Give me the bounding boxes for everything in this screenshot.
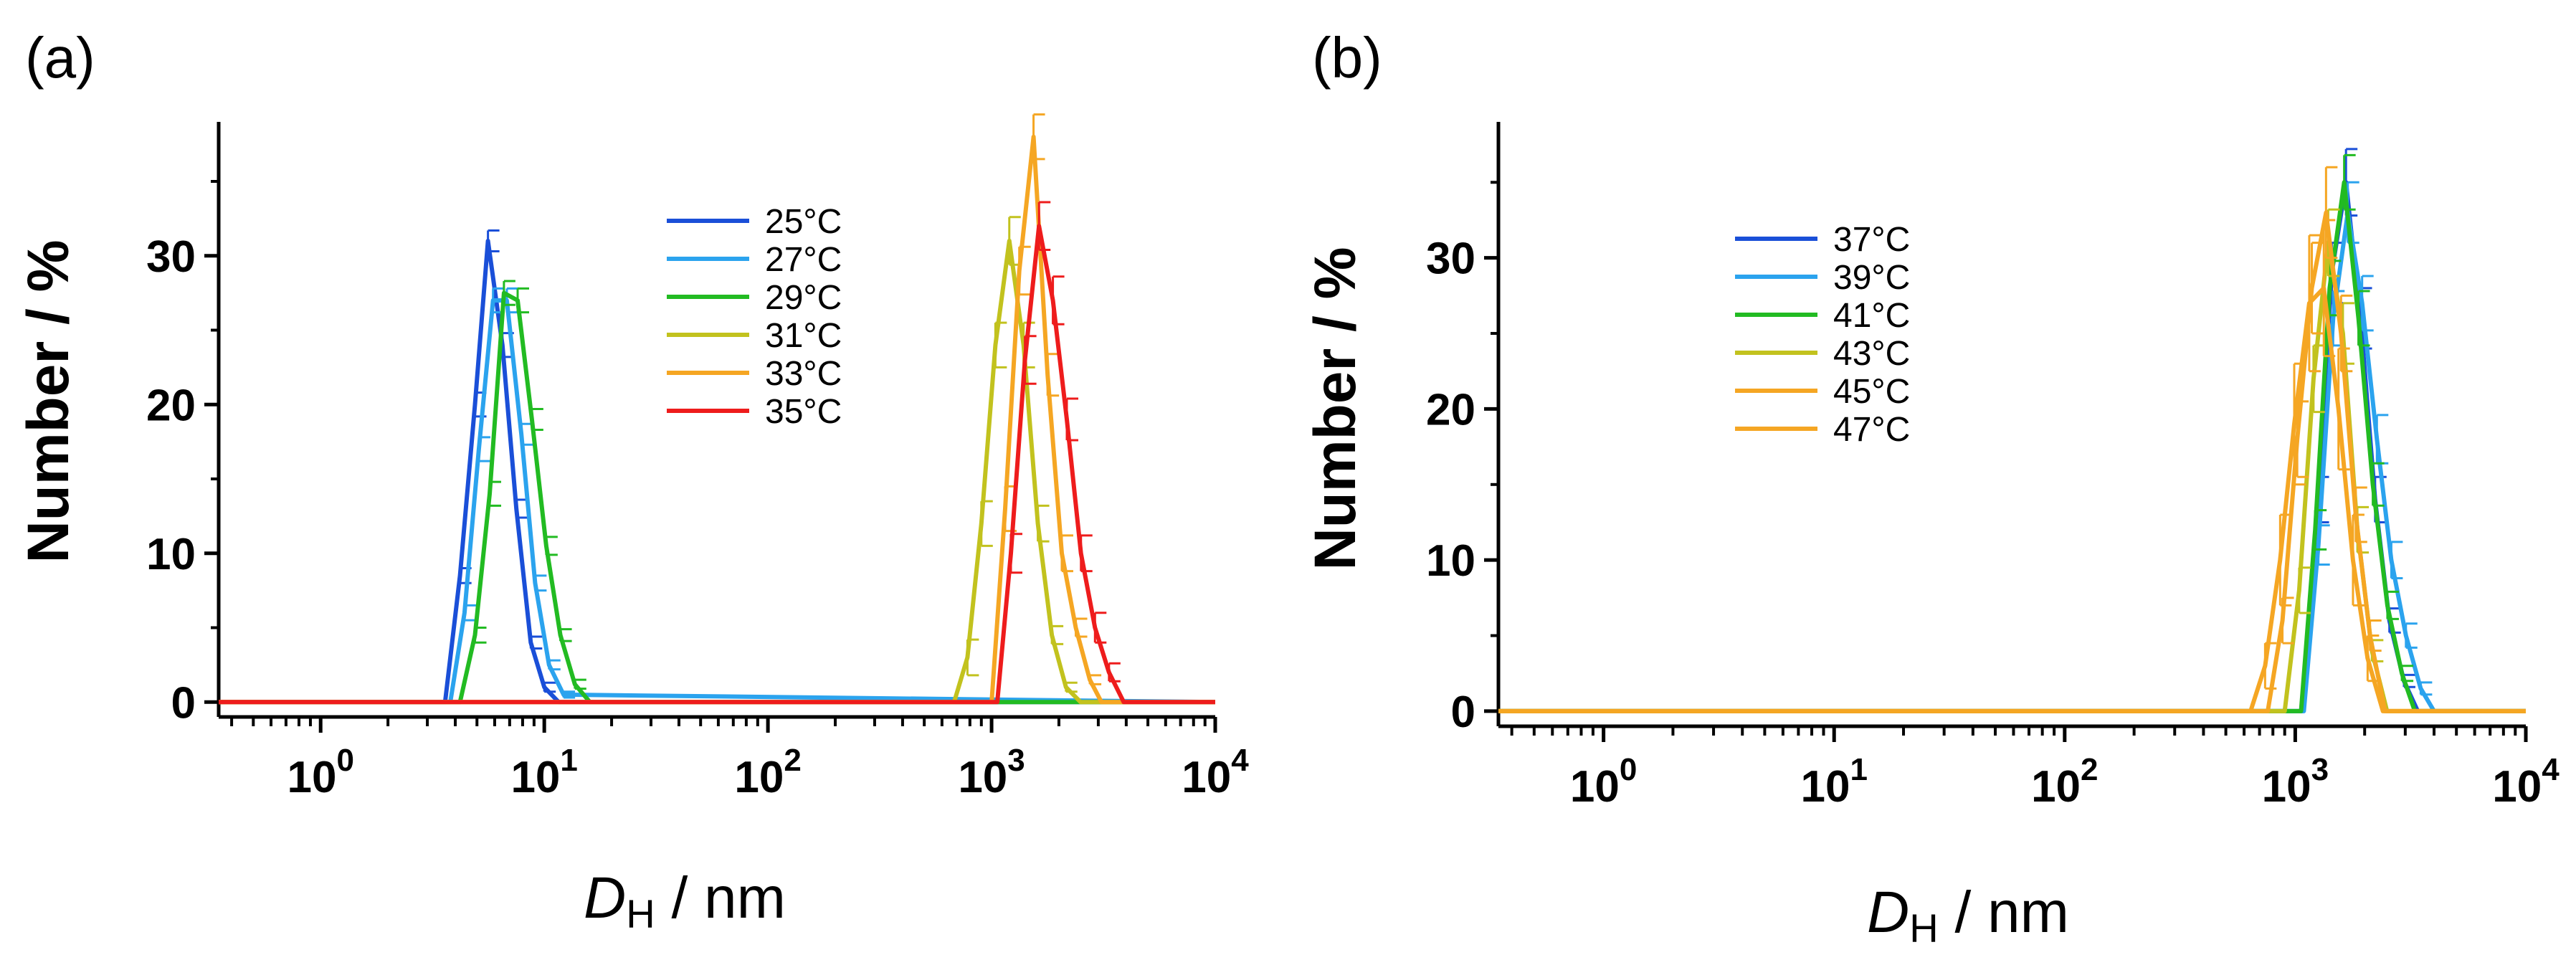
x-tick-label-exponent: 0 <box>1620 752 1637 787</box>
x-axis-label-subscript-b: H <box>1909 905 1938 951</box>
y-tick-label-b-0: 0 <box>1451 688 1475 737</box>
x-tick-label-base: 10 <box>510 753 560 802</box>
x-axis-label-b: DH / nm <box>1867 880 2069 951</box>
x-tick-label-a: 103 <box>958 743 1025 802</box>
x-tick-label-b: 103 <box>2262 752 2329 812</box>
x-tick-label-exponent: 1 <box>1850 752 1867 787</box>
x-axis-label-a: DH / nm <box>584 865 786 936</box>
x-tick-label-exponent: 0 <box>336 743 353 778</box>
x-tick-label-base: 10 <box>287 753 336 802</box>
legend-label-a-1: 27°C <box>765 241 842 279</box>
x-tick-label-exponent: 4 <box>2542 752 2560 787</box>
x-tick-label-base: 10 <box>2262 762 2311 812</box>
panel-label-b: (b) <box>1312 26 1382 90</box>
legend-label-a-2: 29°C <box>765 279 842 317</box>
x-tick-label-exponent: 4 <box>1231 743 1249 778</box>
legend-label-b-0: 37°C <box>1833 221 1910 259</box>
x-axis-label-unit-b: / nm <box>1939 880 2069 945</box>
legend-label-b-4: 45°C <box>1833 373 1910 411</box>
x-tick-label-b: 102 <box>2031 752 2098 812</box>
series-line-b-1 <box>1498 210 2526 713</box>
x-tick-label-b: 101 <box>1800 752 1867 812</box>
x-tick-label-base: 10 <box>2031 762 2081 812</box>
x-axis-label-unit-a: / nm <box>655 865 786 931</box>
y-tick-label-b-20: 20 <box>1426 385 1475 434</box>
y-tick-label-b-10: 10 <box>1426 536 1475 586</box>
x-axis-label-subscript-a: H <box>626 891 655 936</box>
series-line-a-5 <box>219 224 1215 705</box>
x-tick-label-base: 10 <box>1800 762 1850 812</box>
y-axis-label-b: Number / % <box>1303 247 1368 570</box>
x-tick-label-base: 10 <box>1182 753 1231 802</box>
legend-label-b-5: 47°C <box>1833 411 1910 449</box>
series-line-b-4 <box>1498 285 2526 713</box>
y-tick-label-a-0: 0 <box>171 678 196 728</box>
x-tick-label-a: 101 <box>510 743 577 802</box>
x-tick-label-exponent: 3 <box>1007 743 1025 778</box>
y-tick-label-b-30: 30 <box>1426 234 1475 284</box>
legend-label-a-3: 31°C <box>765 317 842 355</box>
legend-label-a-5: 35°C <box>765 393 842 431</box>
y-tick-label-a-30: 30 <box>146 232 196 282</box>
legend-label-b-3: 43°C <box>1833 335 1910 373</box>
x-tick-label-a: 100 <box>287 743 353 802</box>
x-tick-label-base: 10 <box>1570 762 1620 812</box>
legend-label-a-4: 33°C <box>765 355 842 393</box>
x-tick-label-exponent: 2 <box>784 743 801 778</box>
x-axis-label-symbol-a: D <box>584 865 626 931</box>
y-tick-label-a-10: 10 <box>146 530 196 579</box>
y-axis-label-a: Number / % <box>16 239 81 563</box>
x-tick-label-exponent: 2 <box>2081 752 2098 787</box>
x-tick-label-base: 10 <box>958 753 1007 802</box>
x-tick-label-a: 102 <box>734 743 801 802</box>
x-tick-label-base: 10 <box>2492 762 2542 812</box>
legend-label-a-0: 25°C <box>765 203 842 241</box>
x-tick-label-base: 10 <box>734 753 784 802</box>
x-tick-label-exponent: 1 <box>560 743 577 778</box>
legend-label-b-1: 39°C <box>1833 259 1910 297</box>
x-tick-label-exponent: 3 <box>2311 752 2329 787</box>
y-tick-label-a-20: 20 <box>146 381 196 430</box>
x-axis-label-symbol-b: D <box>1867 880 1909 945</box>
x-tick-label-a: 104 <box>1182 743 1249 802</box>
legend-label-b-2: 41°C <box>1833 297 1910 335</box>
series-line-a-2 <box>219 290 1215 705</box>
panel-label-a: (a) <box>25 26 95 90</box>
x-tick-label-b: 100 <box>1570 752 1637 812</box>
x-tick-label-b: 104 <box>2492 752 2560 812</box>
